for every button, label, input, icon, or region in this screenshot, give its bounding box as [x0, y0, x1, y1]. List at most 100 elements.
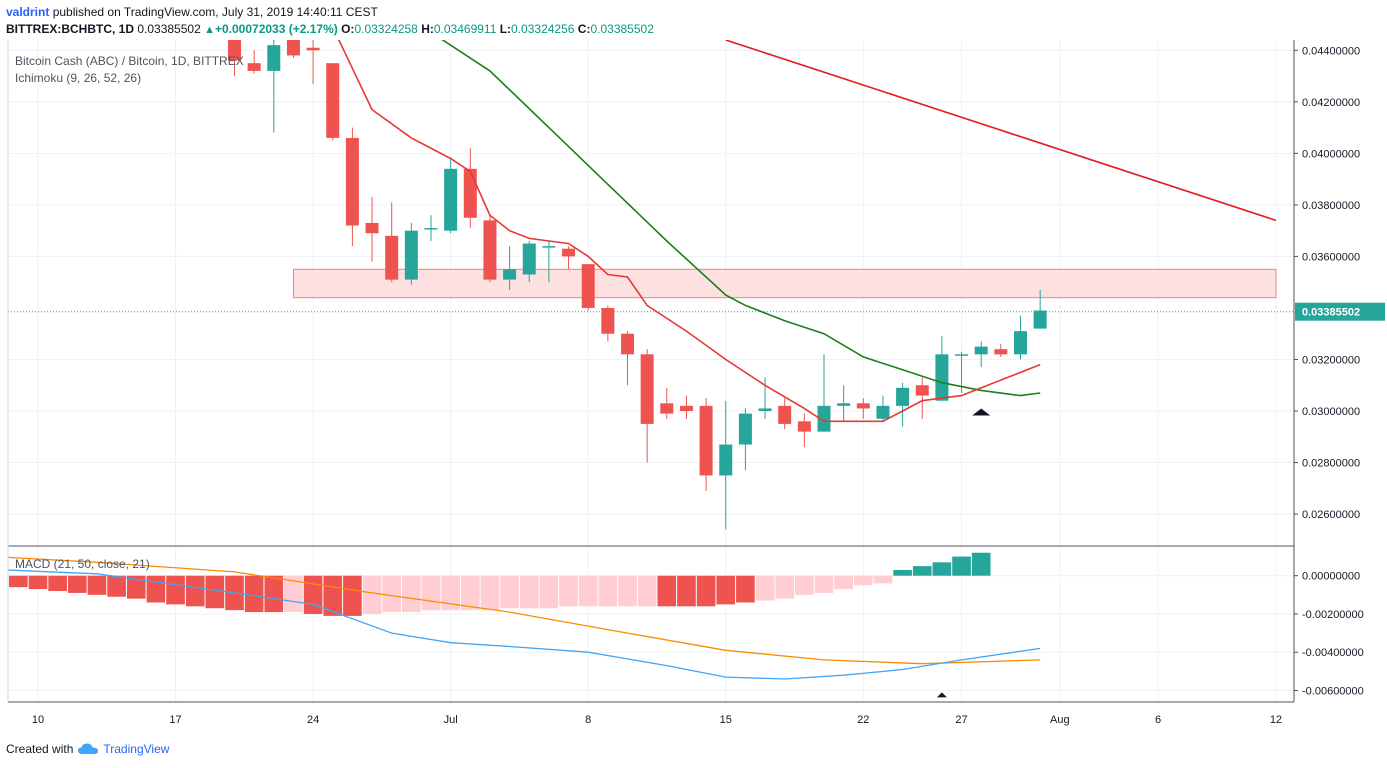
candle-body	[621, 333, 634, 355]
candle-body	[601, 307, 615, 334]
macd-y-tick-label: -0.00200000	[1302, 609, 1364, 621]
last-price-label: 0.03385502	[1302, 307, 1360, 319]
y-tick-label: 0.03600000	[1302, 251, 1360, 263]
candle-body	[955, 354, 969, 356]
candle-body	[876, 405, 890, 419]
macd-histogram-bar	[578, 575, 598, 607]
macd-histogram-bar	[303, 575, 323, 614]
low-label: L:	[499, 22, 512, 36]
x-tick-label: Jul	[444, 714, 458, 726]
x-tick-label: 6	[1155, 714, 1161, 726]
macd-histogram-bar	[264, 575, 284, 613]
symbol-label: BITTREX:BCHBTC, 1D	[6, 22, 134, 36]
chart-header: valdrint published on TradingView.com, J…	[6, 4, 1386, 39]
candle-body	[326, 63, 340, 138]
macd-histogram-bar	[8, 575, 9, 586]
macd-histogram-bar	[736, 575, 755, 603]
macd-histogram-bar	[28, 575, 48, 590]
candle-body	[345, 137, 359, 226]
candle-body	[660, 403, 674, 414]
up-arrow-icon: ▲	[204, 24, 215, 36]
macd-histogram-bar	[284, 575, 303, 613]
x-tick-label: 15	[720, 714, 732, 726]
macd-histogram-bar	[893, 569, 912, 576]
macd-histogram-bar	[539, 575, 559, 609]
candle-body	[1014, 331, 1027, 355]
y-tick-label: 0.04000000	[1302, 148, 1360, 160]
candle-body	[778, 405, 792, 424]
macd-histogram-bar	[657, 575, 677, 607]
macd-histogram-bar	[500, 575, 519, 609]
macd-histogram-bar	[932, 562, 952, 576]
close-label: C:	[577, 22, 591, 36]
trend-line	[8, 40, 1294, 313]
price-change: +0.00072033 (+2.17%)	[214, 22, 338, 36]
x-tick-label: 22	[857, 714, 869, 726]
candle-body	[444, 168, 458, 231]
price-legend: Bitcoin Cash (ABC) / Bitcoin, 1D, BITTRE…	[15, 53, 244, 87]
candle-body	[640, 354, 654, 424]
candle-body	[365, 222, 379, 234]
candle-body	[994, 349, 1008, 355]
macd-histogram-bar	[716, 575, 736, 605]
last-price-box	[1295, 302, 1385, 321]
macd-histogram-bar	[185, 575, 205, 607]
macd-histogram-bar	[834, 575, 853, 590]
macd-signal-line	[8, 556, 1041, 665]
macd-histogram-bar	[775, 575, 795, 599]
y-tick-label: 0.04400000	[1302, 45, 1360, 57]
macd-histogram-bar	[244, 575, 264, 613]
indicator-title: Ichimoku (9, 26, 52, 26)	[15, 71, 142, 85]
author-name[interactable]: valdrint	[6, 5, 50, 19]
macd-histogram-bar	[598, 575, 618, 607]
macd-histogram-bar	[873, 575, 893, 584]
descending-trend-line	[725, 40, 1277, 222]
macd-histogram-bar	[402, 575, 421, 613]
y-tick-label: 0.02800000	[1302, 458, 1360, 470]
chart-canvas[interactable]: 0.04400000 0.04200000 0.04000000 0.03800000…	[0, 40, 1387, 737]
x-tick-label: 12	[1270, 714, 1282, 726]
low-value: 0.03324256	[511, 22, 575, 36]
macd-histogram-bar	[559, 575, 578, 607]
macd-histogram-bar	[814, 575, 834, 593]
series-title: Bitcoin Cash (ABC) / Bitcoin, 1D, BITTRE…	[15, 54, 244, 68]
y-tick-label: 0.03800000	[1302, 200, 1360, 212]
open-value: 0.03324258	[354, 22, 418, 36]
candle-body	[286, 40, 300, 56]
y-tick-label: 0.02600000	[1302, 509, 1360, 521]
macd-histogram-bar	[971, 552, 991, 576]
macd-histogram-bar	[126, 575, 146, 599]
footer: Created with TradingView	[6, 742, 169, 756]
candle-body	[562, 248, 576, 257]
y-tick-label: 0.04200000	[1302, 97, 1360, 109]
x-tick-label: 24	[307, 714, 319, 726]
macd-histogram-bar	[912, 566, 932, 576]
candle-body	[837, 403, 851, 406]
candle-body	[719, 444, 733, 476]
x-tick-label: 10	[32, 714, 44, 726]
candle-body	[542, 246, 556, 248]
macd-histogram-bar	[441, 575, 460, 611]
candle-body	[856, 403, 870, 409]
candle-body	[503, 269, 517, 280]
macd-histogram-bar	[67, 575, 87, 593]
candle-body	[896, 387, 910, 406]
created-with-text: Created with	[6, 742, 74, 756]
candle-body	[738, 413, 752, 445]
candle-body	[385, 235, 399, 280]
tradingview-brand[interactable]: TradingView	[103, 742, 170, 756]
macd-histogram-bar	[205, 575, 225, 609]
candle-body	[247, 63, 261, 71]
tradingview-cloud-icon	[78, 743, 99, 754]
x-tick-label: Aug	[1050, 714, 1070, 726]
macd-histogram-bar	[343, 575, 362, 616]
macd-histogram-bar	[696, 575, 716, 607]
candle-body	[679, 405, 693, 412]
macd-histogram-bar	[853, 575, 873, 586]
axes: 0.04400000 0.04200000 0.04000000 0.03800000…	[7, 40, 1385, 726]
macd-y-tick-label: 0.00000000	[1302, 571, 1360, 583]
kijun-line	[441, 40, 1041, 397]
resistance-zone	[292, 268, 1277, 299]
macd-histogram-bar	[480, 575, 500, 611]
candle-body	[404, 230, 418, 280]
